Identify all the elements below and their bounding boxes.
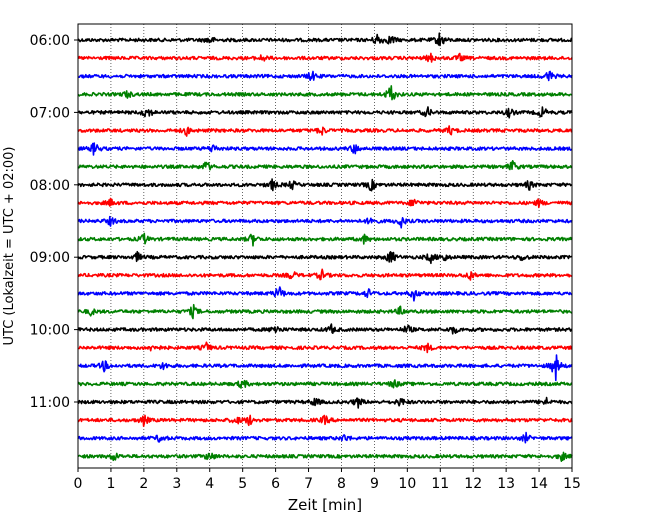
x-tick-label: 7 — [304, 476, 313, 492]
x-tick-label: 12 — [464, 476, 482, 492]
y-axis-ticks: 06:00 07:00 08:00 09:00 10:00 11:00 — [30, 33, 78, 411]
trace-0615 — [77, 52, 573, 63]
x-tick-label: 6 — [271, 476, 280, 492]
trace-0930 — [77, 286, 573, 302]
x-tick-label: 11 — [431, 476, 449, 492]
trace-0630 — [77, 70, 573, 82]
trace-layer — [77, 32, 573, 462]
trace-1145 — [77, 451, 573, 462]
trace-0730 — [77, 142, 573, 156]
y-tick-label: 06:00 — [30, 33, 70, 49]
x-tick-label: 14 — [530, 476, 548, 492]
y-tick-label: 11:00 — [30, 395, 70, 411]
x-tick-label: 3 — [172, 476, 181, 492]
x-tick-label: 2 — [139, 476, 148, 492]
trace-0845 — [77, 232, 573, 247]
trace-0745 — [77, 160, 573, 171]
x-axis-ticks: 0 1 2 3 4 5 6 7 8 9 10 11 12 13 14 15 — [74, 468, 581, 492]
trace-1115 — [77, 414, 573, 427]
trace-1015 — [77, 341, 573, 354]
y-tick-label: 07:00 — [30, 105, 70, 121]
plot-frame — [77, 23, 573, 469]
trace-0715 — [77, 125, 573, 137]
x-tick-label: 1 — [106, 476, 115, 492]
trace-0900 — [77, 250, 573, 265]
trace-0915 — [77, 268, 573, 281]
trace-0700 — [77, 106, 573, 119]
y-tick-label: 10:00 — [30, 323, 70, 339]
x-tick-label: 0 — [74, 476, 83, 492]
trace-0800 — [77, 178, 573, 192]
trace-0945 — [77, 303, 573, 320]
trace-1130 — [77, 431, 573, 444]
x-axis-label: Zeit [min] — [288, 496, 362, 514]
trace-0815 — [77, 197, 573, 209]
x-tick-label: 4 — [205, 476, 214, 492]
grid-lines — [110, 24, 540, 468]
y-tick-label: 09:00 — [30, 250, 70, 266]
trace-0645 — [77, 85, 573, 101]
trace-1000 — [77, 323, 573, 335]
trace-1100 — [77, 396, 573, 409]
trace-1045 — [77, 379, 573, 389]
trace-0600 — [77, 32, 573, 47]
x-tick-label: 13 — [497, 476, 515, 492]
x-tick-label: 8 — [337, 476, 346, 492]
x-tick-label: 5 — [238, 476, 247, 492]
x-tick-label: 9 — [370, 476, 379, 492]
x-tick-label: 15 — [563, 476, 581, 492]
x-tick-label: 10 — [398, 476, 416, 492]
y-tick-label: 08:00 — [30, 178, 70, 194]
trace-1030 — [77, 354, 573, 382]
trace-0830 — [77, 215, 573, 229]
y-axis-label: UTC (Lokalzeit = UTC + 02:00) — [2, 147, 17, 346]
